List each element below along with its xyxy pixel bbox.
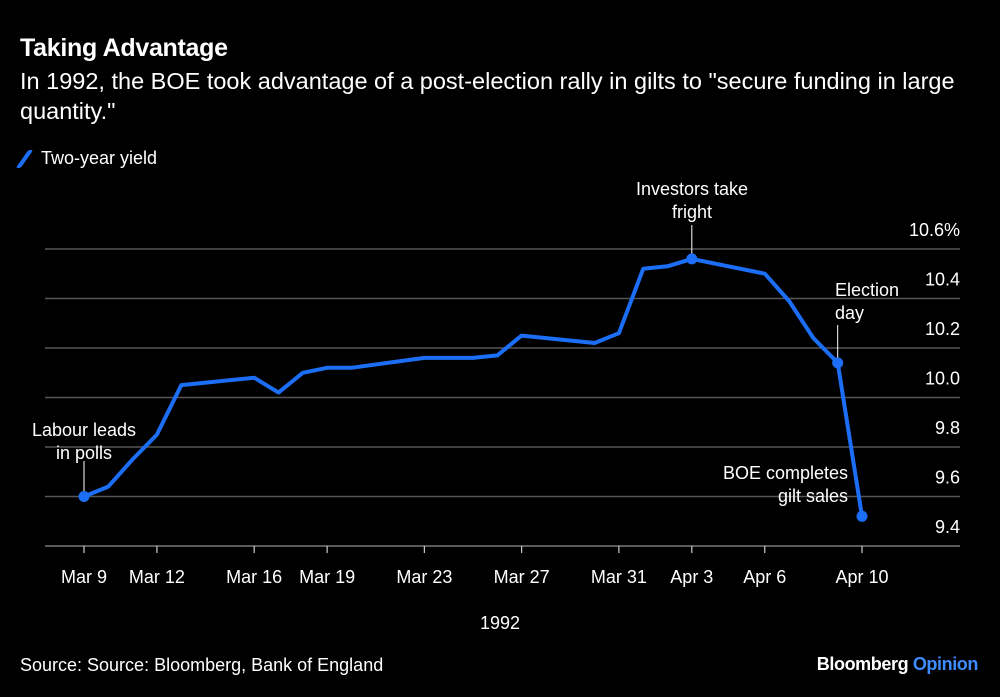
y-tick-label: 9.6 <box>935 468 960 488</box>
y-tick-label: 10.4 <box>925 270 960 290</box>
x-tick-label: Apr 10 <box>835 567 888 587</box>
x-tick-label: Apr 6 <box>743 567 786 587</box>
x-tick-label: Mar 31 <box>591 567 647 587</box>
chart-subtitle: In 1992, the BOE took advantage of a pos… <box>20 68 955 124</box>
legend-label: Two-year yield <box>41 148 158 168</box>
annotated-data-point <box>832 357 844 369</box>
source-note: Source: Source: Bloomberg, Bank of Engla… <box>20 655 384 675</box>
annotated-data-point <box>856 510 868 522</box>
annotated-data-point <box>78 491 90 502</box>
x-tick-label: Apr 3 <box>670 567 713 587</box>
logo-brand: Bloomberg <box>816 654 909 674</box>
annotation-label: fright <box>672 202 712 222</box>
annotation-label: Election <box>835 280 899 300</box>
two-year-yield-line <box>82 256 864 519</box>
chart-title: Taking Advantage <box>20 34 228 62</box>
x-tick-label: Mar 19 <box>299 567 355 587</box>
x-tick-label: Mar 12 <box>129 567 185 587</box>
bloomberg-opinion-logo: Bloomberg Opinion <box>816 654 979 675</box>
x-axis-label: 1992 <box>480 613 520 633</box>
y-tick-label: 10.0 <box>925 369 960 389</box>
x-tick-label: Mar 27 <box>494 567 550 587</box>
y-tick-label: 10.6% <box>909 220 960 240</box>
legend: Two-year yield <box>15 148 158 169</box>
annotation-label: day <box>835 303 864 323</box>
y-tick-label: 10.2 <box>925 319 960 339</box>
x-tick-label: Mar 9 <box>61 567 107 587</box>
annotation-label: BOE completes <box>723 463 848 483</box>
y-tick-label: 9.4 <box>935 517 960 537</box>
x-tick-label: Mar 23 <box>396 567 452 587</box>
x-tick-label: Mar 16 <box>226 567 282 587</box>
annotation-label: in polls <box>56 443 112 463</box>
annotated-data-point <box>686 253 698 265</box>
annotation-label: Investors take <box>636 179 748 199</box>
y-tick-label: 9.8 <box>935 418 960 438</box>
annotation-label: Labour leads <box>32 420 136 440</box>
annotation-label: gilt sales <box>778 486 848 506</box>
logo-section: Opinion <box>912 654 979 674</box>
